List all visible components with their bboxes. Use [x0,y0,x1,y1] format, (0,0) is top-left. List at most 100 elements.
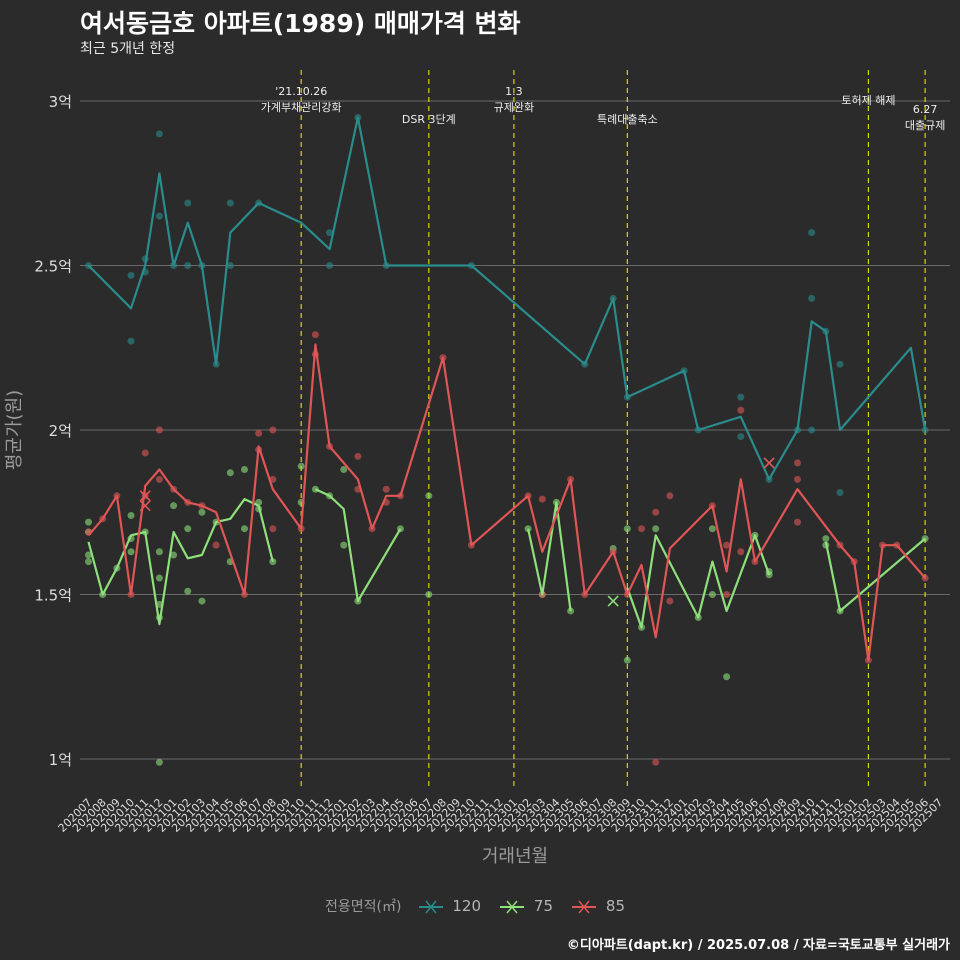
data-point-120 [155,212,163,220]
data-point-75 [170,502,178,510]
cancelled-marker-75 [607,595,619,607]
data-point-120 [127,271,135,279]
y-tick-label: 1.5억 [34,587,72,605]
data-point-85 [794,459,801,467]
data-point-85 [737,548,745,556]
x-axis-label: 거래년월 [482,846,548,867]
data-point-75 [85,518,92,526]
source-caption: ©디아파트(dapt.kr) / 2025.07.08 / 자료=국토교통부 실… [566,938,950,953]
data-point-85 [269,426,277,434]
data-point-75 [425,492,433,500]
y-tick-label: 3억 [49,93,72,111]
data-point-75 [623,525,631,533]
data-point-120 [836,360,844,368]
data-point-120 [737,433,745,441]
cancelled-marker-85 [763,457,775,469]
data-point-75 [184,525,192,533]
data-point-75 [524,525,532,533]
data-point-120 [155,130,163,138]
cancelled-marker-85 [139,490,151,502]
event-label: DSR 3단계 [402,113,456,126]
y-tick-label: 2.5억 [34,258,72,276]
data-point-75 [155,758,163,766]
data-point-75 [198,597,206,605]
legend: 전용면적(㎡) 120 75 85 [0,896,960,916]
series-line-75 [87,488,926,629]
event-label: 가계부채관리강화 [261,101,342,114]
data-point-85 [354,452,362,460]
data-point-120 [184,262,192,269]
data-point-85 [794,518,801,526]
data-point-120 [184,199,192,207]
data-point-85 [723,541,731,549]
event-label: 1.3 [505,85,523,98]
data-point-75 [240,525,248,533]
legend-key-75 [500,900,525,914]
data-point-85 [155,426,163,434]
y-tick-label: 1억 [49,751,72,769]
data-point-85 [212,541,220,549]
data-point-85 [255,429,263,437]
data-point-75 [723,673,731,681]
chart-subtitle: 최근 5개년 한정 [80,41,176,57]
cancelled-marker-85 [139,500,151,512]
data-point-120 [326,262,334,269]
data-point-75 [425,591,433,598]
data-point-85 [652,508,660,516]
data-point-85 [311,331,319,339]
data-point-85 [269,525,277,533]
data-point-120 [226,262,234,269]
event-label: 토허제 해제 [841,93,895,107]
data-point-75 [340,465,348,473]
data-point-85 [737,406,745,414]
series-line-85 [87,343,926,662]
data-point-75 [652,525,660,533]
data-point-75 [170,551,178,559]
grid-lines [80,100,950,760]
data-point-85 [723,591,731,598]
data-point-85 [382,485,390,493]
y-axis-label: 평균가(원) [4,390,25,470]
data-point-75 [708,591,716,598]
y-tick-label: 2억 [49,422,72,440]
data-point-120 [808,426,816,434]
event-label: 6.27 [913,103,938,116]
data-point-120 [737,393,745,401]
series-line-120 [87,116,927,481]
legend-key-120 [418,900,443,914]
axes: 1억1.5억2억2.5억3억20200720200820200920201020… [34,93,945,835]
data-point-75 [85,558,92,566]
data-point-85 [794,475,801,483]
legend-label-75: 75 [533,897,553,915]
data-point-85 [652,758,660,766]
data-point-75 [198,508,206,516]
data-point-75 [226,469,234,477]
legend-label-85: 85 [605,897,625,915]
data-point-75 [127,548,135,556]
data-point-85 [538,495,546,503]
data-point-75 [240,465,248,473]
data-point-85 [141,449,149,457]
transaction-points [85,113,929,766]
data-point-85 [638,525,646,533]
data-point-75 [822,535,830,543]
data-point-120 [127,337,135,345]
data-point-85 [666,492,674,500]
data-point-120 [921,426,929,434]
data-point-120 [808,229,816,237]
data-point-120 [836,489,844,497]
data-point-75 [127,512,135,520]
legend-key-85 [572,900,597,914]
data-point-75 [297,462,305,470]
data-point-85 [666,597,674,605]
event-label: 규제완화 [494,101,534,114]
average-price-lines [87,116,927,662]
data-point-120 [808,294,816,302]
data-point-75 [269,558,277,566]
event-label: '21.10.26 [275,85,327,98]
event-label: 특례대출축소 [597,113,658,126]
data-point-85 [155,475,163,483]
data-point-75 [155,548,163,556]
data-point-120 [326,229,334,237]
